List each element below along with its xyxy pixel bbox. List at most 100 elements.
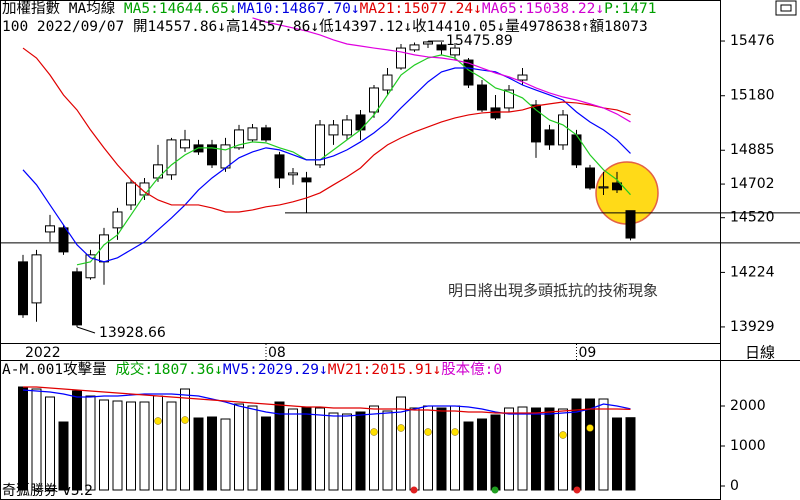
volume-bar <box>423 405 433 491</box>
signal-dot <box>424 428 432 436</box>
signal-dots <box>154 416 594 494</box>
header-segment: MA5:14644.65↓ <box>124 1 238 17</box>
candle-body <box>247 127 258 141</box>
volume-bar <box>315 407 325 491</box>
volume-bar <box>477 418 487 491</box>
candle-body <box>585 167 595 189</box>
volume-bar <box>517 406 528 491</box>
volume-bar <box>72 390 82 491</box>
volume-bar <box>58 421 69 491</box>
candle-body <box>58 227 69 253</box>
high-label: 15475.89 <box>446 33 513 49</box>
x-tick-label: 2022 <box>25 345 61 361</box>
volume-bar <box>342 413 352 491</box>
candle-body <box>382 74 393 91</box>
y-tick-label: 0 <box>730 478 739 494</box>
candle-body <box>396 47 406 69</box>
candle-body <box>72 271 82 326</box>
candle-body <box>450 47 460 56</box>
candle-body <box>45 225 55 233</box>
candle-body <box>436 44 447 51</box>
volume-bar <box>612 417 622 491</box>
ma-line <box>252 17 631 123</box>
ma-line <box>22 47 631 213</box>
header-segment: A-M.001攻擊量 <box>2 360 115 378</box>
candle-body <box>18 261 28 316</box>
volume-bar <box>153 395 163 491</box>
candle-body <box>166 139 177 176</box>
volume-bar <box>328 412 339 491</box>
candle-body <box>355 114 366 131</box>
header-segment: MA21:15077.24↓ <box>360 1 482 17</box>
window-button[interactable] <box>775 0 797 16</box>
header-segment: 成交:1807.36↓ <box>115 360 223 378</box>
volume-bar <box>45 396 55 491</box>
volume-bar <box>261 416 271 491</box>
header-segment: MV5:2029.29↓ <box>223 362 328 378</box>
volume-bar <box>531 407 541 491</box>
mv-line <box>22 389 631 417</box>
volume-bar <box>99 399 109 491</box>
low-label: 13928.66 <box>99 325 166 341</box>
period-label: 日線 <box>745 344 775 362</box>
volume-bar <box>355 411 366 491</box>
volume-bar <box>139 401 150 491</box>
candle-body <box>531 104 541 143</box>
header-segment: 加權指數 MA均線 <box>2 0 124 17</box>
signal-dot <box>573 486 581 494</box>
volume-bar <box>504 407 514 491</box>
candle-body <box>612 182 622 191</box>
volume-bar <box>558 408 568 491</box>
candle-body <box>153 164 163 179</box>
signal-dot <box>559 431 567 439</box>
y-tick-label: 15180 <box>730 88 775 104</box>
candle-body <box>544 129 555 146</box>
volume-bar <box>274 401 285 491</box>
candle-body <box>112 211 123 229</box>
candle-body <box>180 139 190 149</box>
candle-body <box>598 186 609 189</box>
y-tick-label: 13929 <box>730 319 775 335</box>
volume-bar <box>18 386 28 491</box>
header-segment: MV21:2015.91↓ <box>328 362 442 378</box>
ma-line <box>76 54 631 266</box>
volume-bar <box>409 407 420 491</box>
volume-bar <box>193 417 204 491</box>
candle-body <box>342 119 352 136</box>
candle-body <box>85 254 96 279</box>
signal-dot <box>410 486 418 494</box>
signal-dot <box>370 428 378 436</box>
candle-body <box>625 210 636 239</box>
signal-dot <box>491 486 499 494</box>
candle-body <box>261 127 271 141</box>
header-segment: 股本億:0 <box>441 361 502 378</box>
signal-dot <box>181 416 189 424</box>
volume-bar <box>247 405 258 491</box>
y-tick-label: 1000 <box>730 438 766 454</box>
volume-bar <box>166 401 177 491</box>
candle-body <box>504 89 514 109</box>
volume-bar <box>31 388 42 491</box>
mv-line <box>23 386 631 414</box>
volume-bar <box>598 398 609 491</box>
y-tick-label: 14520 <box>730 210 775 226</box>
candle-body <box>315 124 325 166</box>
x-tick-label: 08 <box>268 345 286 361</box>
candle-body <box>207 144 217 166</box>
candle-body <box>301 177 312 183</box>
y-tick-label: 14885 <box>730 142 775 158</box>
signal-dot <box>397 424 405 432</box>
candle-body <box>517 74 528 81</box>
candle-body <box>409 44 420 51</box>
y-tick-label: 14702 <box>730 176 775 192</box>
volume-bar <box>490 414 501 491</box>
header-line: 加權指數 MA均線 MA5:14644.65↓MA10:14867.70↓MA2… <box>2 0 656 17</box>
volume-bar <box>436 407 447 491</box>
volume-bar <box>220 418 231 491</box>
candle-body <box>288 172 298 176</box>
header-line: 100 2022/09/07 開14557.86↓高14557.86↓低1439… <box>2 18 648 35</box>
header-segment: MA10:14867.70↓ <box>237 1 359 17</box>
candle-body <box>490 107 501 119</box>
volume-bar <box>382 410 393 491</box>
volume-bar <box>126 401 136 491</box>
